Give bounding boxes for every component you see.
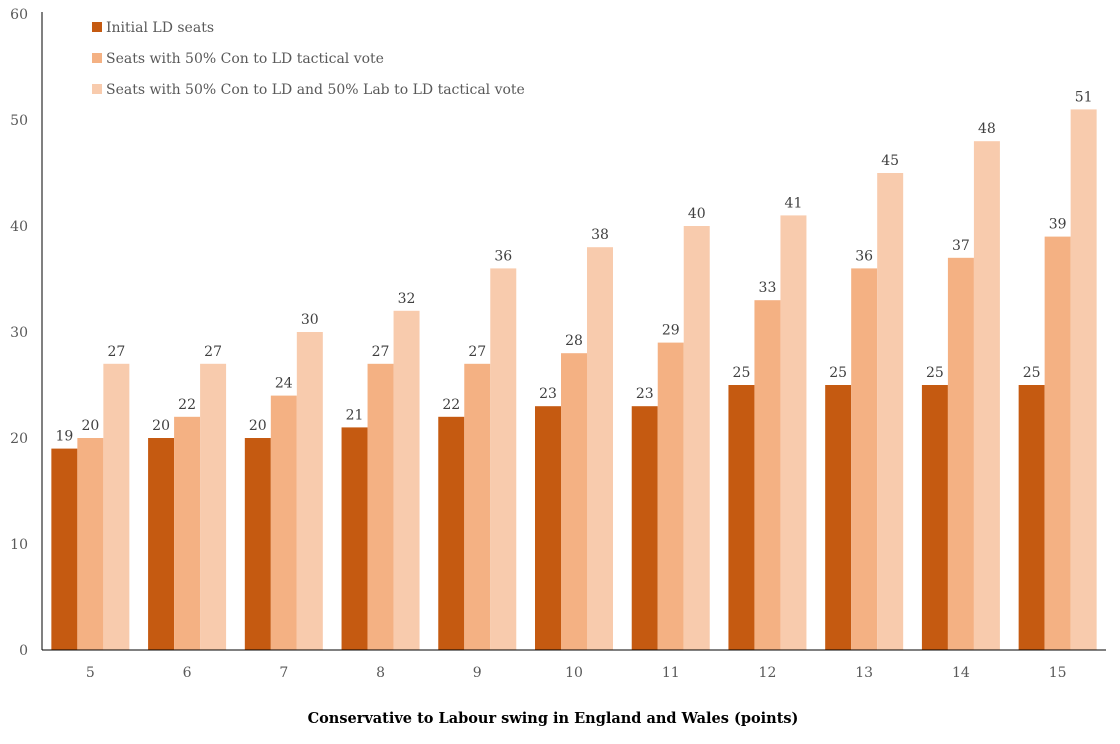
x-axis-title: Conservative to Labour swing in England … [308, 710, 799, 727]
bar-series-1-13 [825, 385, 852, 650]
legend-swatch-series-2 [92, 53, 102, 63]
legend-label-series-1: Initial LD seats [106, 20, 214, 36]
data-label-series-2-7: 24 [275, 376, 293, 392]
bar-series-3-8 [393, 310, 420, 650]
x-tick-label-7: 7 [279, 665, 288, 681]
bar-series-2-10 [561, 353, 587, 650]
bar-series-2-7 [270, 395, 297, 650]
x-tick-label-13: 13 [855, 665, 873, 681]
bar-series-1-12 [728, 385, 755, 650]
data-label-series-1-15: 25 [1023, 365, 1041, 381]
bar-series-3-11 [683, 226, 710, 650]
data-label-series-1-13: 25 [829, 365, 847, 381]
bar-series-1-5 [51, 448, 78, 650]
bar-series-2-11 [657, 342, 684, 650]
data-label-series-3-15: 51 [1075, 89, 1093, 105]
y-tick-label-20: 20 [10, 431, 28, 447]
y-tick-label-30: 30 [10, 325, 28, 341]
bar-series-1-10 [535, 406, 561, 650]
data-label-series-2-5: 20 [81, 418, 99, 434]
y-tick-label-50: 50 [10, 113, 28, 129]
bar-series-2-15 [1044, 236, 1071, 650]
axes-layer: 5 6 7 8 9 10 11 12 13 14 15 0 10 20 30 40 50 60 [10, 7, 1106, 681]
bar-series-3-10 [587, 247, 613, 650]
data-label-series-2-13: 36 [855, 248, 873, 264]
data-label-series-2-9: 27 [468, 344, 486, 360]
x-tick-label-5: 5 [86, 665, 95, 681]
bar-series-2-6 [174, 416, 201, 650]
data-label-series-3-13: 45 [881, 153, 899, 169]
bar-series-1-8 [341, 427, 368, 650]
data-label-series-1-12: 25 [733, 365, 751, 381]
bar-series-3-7 [296, 332, 323, 650]
y-tick-label-60: 60 [10, 7, 28, 23]
data-label-series-1-14: 25 [926, 365, 944, 381]
x-tick-label-8: 8 [376, 665, 385, 681]
data-label-series-2-8: 27 [372, 344, 390, 360]
bar-series-1-6 [148, 438, 175, 650]
x-tick-label-15: 15 [1049, 665, 1067, 681]
legend-label-series-2: Seats with 50% Con to LD tactical vote [106, 51, 384, 67]
bar-series-1-11 [631, 406, 658, 650]
data-label-series-3-12: 41 [785, 195, 803, 211]
bar-series-3-15 [1070, 109, 1097, 650]
data-label-series-3-6: 27 [204, 344, 222, 360]
y-tick-label-10: 10 [10, 537, 28, 553]
y-tick-label-40: 40 [10, 219, 28, 235]
bar-series-3-5 [103, 363, 130, 650]
bar-series-2-8 [367, 363, 394, 650]
data-label-series-3-8: 32 [398, 291, 416, 307]
data-labels-layer: 19 20 27 20 22 27 20 24 30 21 27 32 22 27 36 23 28 38 23 29… [55, 89, 1092, 444]
data-label-series-3-14: 48 [978, 121, 996, 137]
data-label-series-1-5: 19 [55, 429, 73, 445]
x-tick-label-12: 12 [759, 665, 777, 681]
data-label-series-2-15: 39 [1049, 217, 1067, 233]
bar-series-2-5 [77, 438, 104, 650]
legend: Initial LD seats Seats with 50% Con to LD… [92, 20, 525, 98]
bar-series-1-7 [244, 438, 271, 650]
data-label-series-2-14: 37 [952, 238, 970, 254]
bar-series-2-13 [851, 268, 878, 650]
x-tick-label-6: 6 [183, 665, 192, 681]
data-label-series-1-6: 20 [152, 418, 170, 434]
data-label-series-1-10: 23 [539, 386, 557, 402]
x-tick-label-14: 14 [952, 665, 970, 681]
bars-layer [51, 109, 1097, 650]
data-label-series-2-11: 29 [662, 323, 680, 339]
data-label-series-1-7: 20 [249, 418, 267, 434]
data-label-series-2-12: 33 [759, 280, 777, 296]
x-tick-label-11: 11 [662, 665, 680, 681]
bar-series-1-15 [1018, 385, 1045, 650]
data-label-series-3-9: 36 [494, 248, 512, 264]
data-label-series-3-10: 38 [591, 227, 609, 243]
data-label-series-2-6: 22 [178, 397, 196, 413]
bar-series-1-9 [438, 416, 465, 650]
data-label-series-1-11: 23 [636, 386, 654, 402]
bar-series-2-9 [464, 363, 491, 650]
bar-series-1-14 [921, 385, 948, 650]
bar-series-3-6 [200, 363, 227, 650]
legend-label-series-3: Seats with 50% Con to LD and 50% Lab to … [106, 82, 525, 98]
legend-swatch-series-3 [92, 84, 102, 94]
data-label-series-3-7: 30 [301, 312, 319, 328]
y-tick-label-0: 0 [19, 643, 28, 659]
data-label-series-3-11: 40 [688, 206, 706, 222]
bar-series-3-12 [780, 215, 807, 650]
bar-series-2-12 [754, 300, 781, 650]
bar-series-3-9 [490, 268, 517, 650]
data-label-series-1-8: 21 [346, 407, 364, 423]
legend-swatch-series-1 [92, 22, 102, 32]
bar-series-2-14 [947, 257, 974, 650]
x-tick-label-10: 10 [565, 665, 583, 681]
x-tick-label-9: 9 [473, 665, 482, 681]
data-label-series-3-5: 27 [107, 344, 125, 360]
data-label-series-2-10: 28 [565, 333, 583, 349]
bar-series-3-13 [877, 173, 904, 650]
data-label-series-1-9: 22 [442, 397, 460, 413]
bar-series-3-14 [973, 141, 1000, 650]
